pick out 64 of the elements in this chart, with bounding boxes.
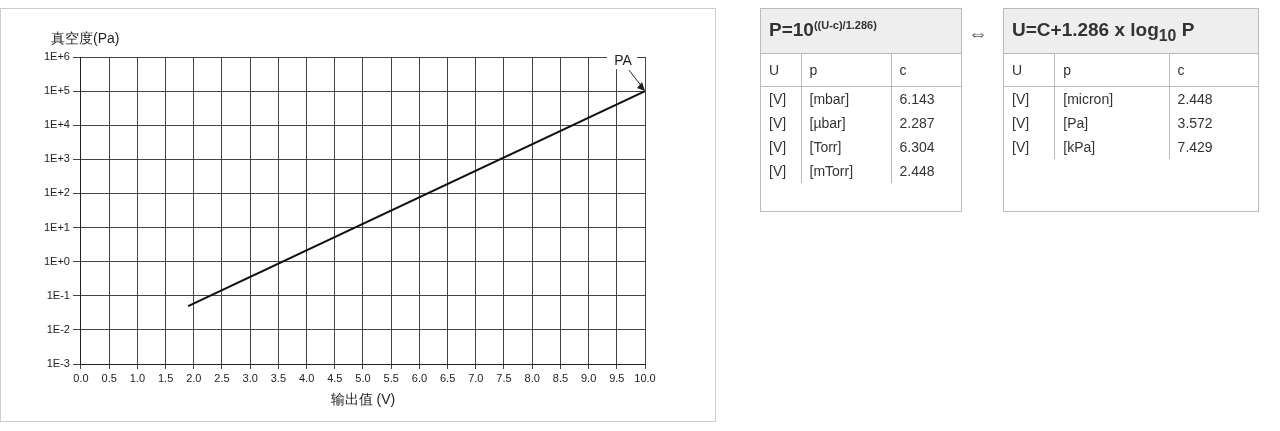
y-tick-label: 1E+3 (44, 152, 70, 165)
text: c (1169, 54, 1258, 87)
y-tick-label: 1E+4 (44, 118, 70, 131)
x-tick-label: 5.0 (355, 371, 371, 384)
text: [V] (768, 162, 788, 181)
text: P=10$^{((U-c)/1.286)}$ (761, 9, 961, 54)
annotation: PA (614, 51, 633, 68)
y-tick-label: 1E+1 (44, 220, 70, 233)
text: [Pa] (1054, 111, 1170, 135)
text: [V] (1011, 90, 1031, 109)
text: U=C+1.286 x log$_{10}$ P (1004, 9, 1258, 54)
x-tick-label: 2.0 (186, 371, 202, 384)
x-tick-label: 10.0 (634, 371, 656, 384)
x-tick-label: 6.0 (411, 371, 428, 384)
text: [kPa] (1054, 135, 1170, 159)
text: c (891, 54, 961, 87)
text: [µbar] (801, 111, 891, 135)
text: [V] (1011, 114, 1031, 133)
x-tick-label: 9.0 (580, 371, 597, 384)
text: [mbar] (801, 86, 891, 111)
y-tick-label: 1E+5 (44, 84, 70, 97)
x-tick-label: 4.5 (327, 371, 343, 384)
text: 2.448 (891, 159, 961, 183)
text: U (1004, 54, 1055, 87)
x-tick-label: 6.5 (439, 371, 456, 384)
x-tick-label: 3.0 (242, 371, 258, 384)
y-tick-label: 1E+6 (44, 50, 70, 63)
text: [Torr] (801, 135, 891, 159)
text: [V] (768, 90, 788, 109)
text: p (801, 54, 891, 87)
x-tick-label: 8.5 (552, 371, 569, 384)
text: 7.429 (1169, 135, 1258, 159)
x-tick-label: 0.5 (101, 371, 117, 384)
text: [mTorr] (801, 159, 891, 183)
x-tick-label: 3.5 (270, 371, 287, 384)
text: ⇔ (968, 22, 988, 45)
y-tick-label: 1E+2 (44, 186, 70, 199)
text: [V] (768, 138, 788, 157)
text: 6.304 (891, 135, 961, 159)
x-tick-label: 0.0 (73, 371, 89, 384)
x-tick-label: 5.5 (383, 371, 399, 384)
text: 3.572 (1169, 111, 1258, 135)
y-tick-label: 1E-2 (46, 322, 70, 335)
text: [V] (1011, 138, 1031, 157)
x-tick-label: 7.5 (496, 371, 512, 384)
y-tick-label: 1E+0 (44, 254, 70, 267)
x-tick-label: 1.0 (129, 371, 146, 384)
text: [V] (768, 114, 788, 133)
x-tick-label: 2.5 (214, 371, 230, 384)
text: 2.448 (1169, 86, 1258, 111)
y-tick-label: 1E-3 (46, 357, 70, 370)
x-tick-label: 7.0 (468, 371, 484, 384)
text: p (1054, 54, 1170, 87)
y-axis-title: 真空度(Pa) (51, 30, 120, 46)
x-tick-label: 8.0 (524, 371, 540, 384)
x-tick-label: 4.0 (298, 371, 315, 384)
y-tick-label: 1E-1 (46, 288, 70, 301)
text: 2.287 (891, 111, 961, 135)
text: 6.143 (891, 86, 961, 111)
x-tick-label: 1.5 (157, 371, 174, 384)
x-tick-label: 9.5 (609, 371, 625, 384)
text: [micron] (1054, 86, 1170, 111)
text: U (761, 54, 801, 87)
x-axis-title: 输出值 (V) (330, 391, 396, 408)
